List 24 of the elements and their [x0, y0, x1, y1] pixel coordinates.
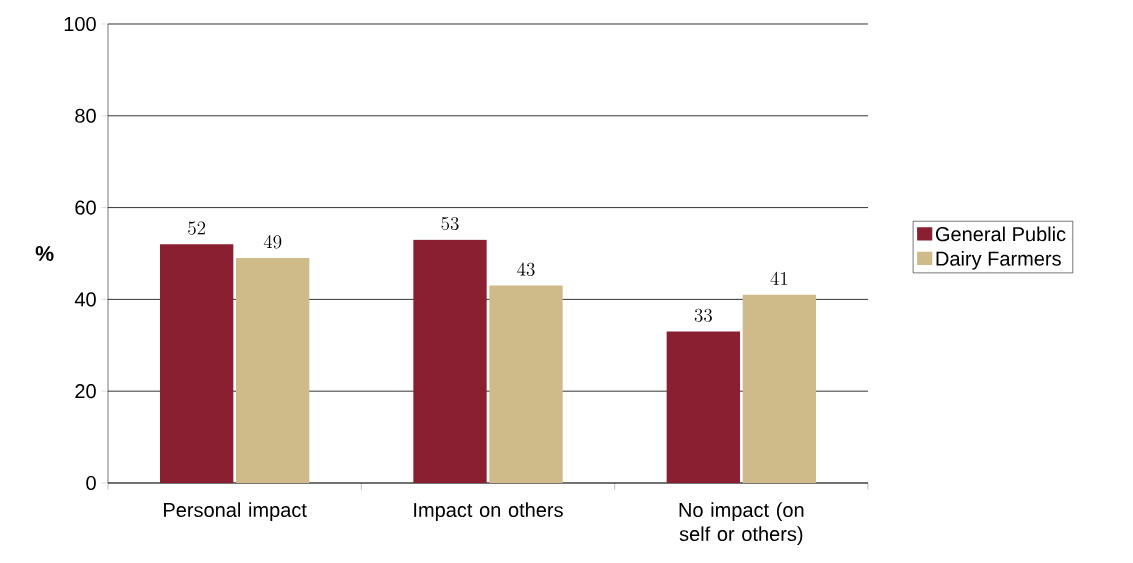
y-axis-title: %	[35, 245, 54, 261]
bar	[413, 239, 487, 483]
bar	[236, 258, 310, 483]
bar	[666, 331, 740, 483]
bar	[742, 294, 816, 483]
y-tick-label: 0	[86, 475, 96, 491]
legend-label: General Public	[935, 226, 1066, 242]
y-tick-label: 80	[75, 108, 96, 123]
data-label: 49	[263, 235, 282, 249]
data-label: 41	[770, 271, 788, 285]
data-label: 43	[517, 262, 535, 276]
y-tick-label: 100	[64, 16, 96, 32]
x-tick-label: Personal impact	[164, 502, 307, 521]
data-label: 53	[441, 216, 459, 231]
bar	[160, 244, 234, 483]
x-tick-label: Impact on others	[414, 502, 563, 521]
legend-label: Dairy Farmers	[936, 251, 1061, 270]
bar	[489, 285, 563, 483]
x-tick-label: No impact (on self or others)	[679, 502, 804, 545]
y-tick-label: 20	[75, 384, 96, 399]
y-tick-label: 60	[75, 200, 96, 215]
data-label: 52	[188, 221, 206, 235]
data-label: 33	[694, 308, 712, 322]
y-tick-label: 40	[74, 292, 96, 307]
